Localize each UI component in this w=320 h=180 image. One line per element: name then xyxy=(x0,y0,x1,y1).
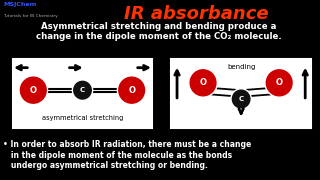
Ellipse shape xyxy=(265,68,293,97)
FancyBboxPatch shape xyxy=(171,59,311,128)
Text: O: O xyxy=(276,78,283,87)
Text: C: C xyxy=(239,96,244,102)
Text: bending: bending xyxy=(227,64,255,70)
FancyBboxPatch shape xyxy=(13,59,152,128)
Ellipse shape xyxy=(117,76,146,105)
Text: Tutorials for IB Chemistry: Tutorials for IB Chemistry xyxy=(3,14,58,18)
Text: IR absorbance: IR absorbance xyxy=(124,5,269,23)
Text: O: O xyxy=(30,86,37,95)
Text: MSJChem: MSJChem xyxy=(3,2,36,7)
Text: C: C xyxy=(80,87,85,93)
Ellipse shape xyxy=(189,68,217,97)
Text: Asymmetrical stretching and bending produce a
change in the dipole moment of the: Asymmetrical stretching and bending prod… xyxy=(36,22,282,41)
Ellipse shape xyxy=(231,89,251,109)
Text: asymmetrical stretching: asymmetrical stretching xyxy=(42,115,123,121)
Text: • In order to absorb IR radiation, there must be a change
   in the dipole momen: • In order to absorb IR radiation, there… xyxy=(3,140,252,170)
Text: O: O xyxy=(200,78,206,87)
Text: O: O xyxy=(128,86,135,95)
Ellipse shape xyxy=(72,80,93,100)
Ellipse shape xyxy=(19,76,48,105)
